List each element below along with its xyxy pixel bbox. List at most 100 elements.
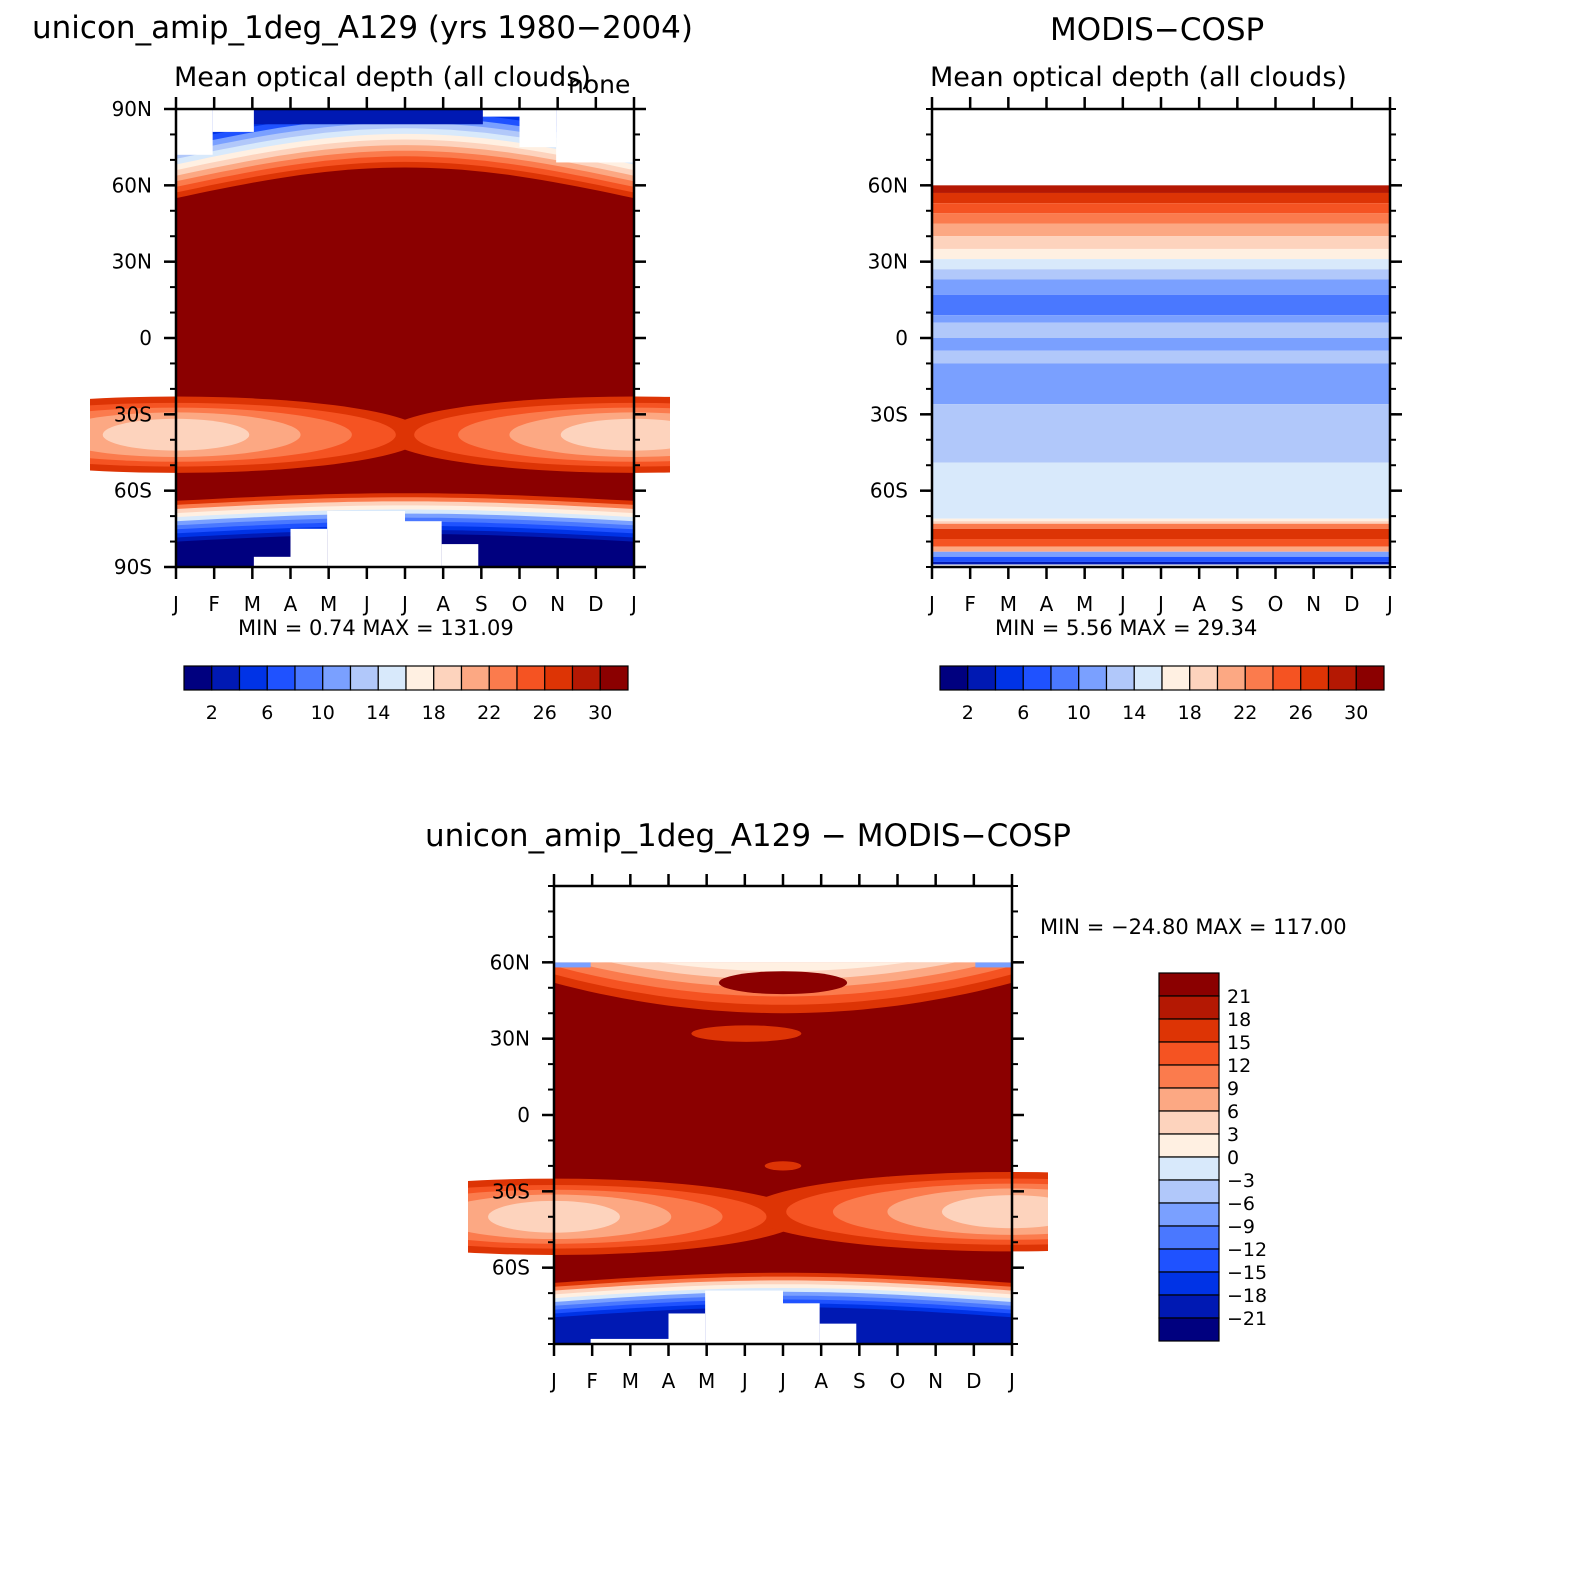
diff-colorbar-label: 12 bbox=[1227, 1055, 1251, 1077]
model-xtick-label: J bbox=[362, 592, 370, 616]
obs-colorbar-box bbox=[1105, 665, 1135, 691]
model-colorbar-box bbox=[349, 665, 379, 691]
diff-minmax-label: MIN = −24.80 MAX = 117.00 bbox=[1040, 915, 1347, 939]
model-north-missing bbox=[212, 109, 254, 132]
diff-colorbar-box bbox=[1158, 1248, 1220, 1273]
obs-colorbar-box bbox=[1244, 665, 1274, 691]
model-colorbar-label: 10 bbox=[311, 702, 335, 724]
model-north-missing bbox=[482, 109, 520, 117]
obs-lat-band bbox=[932, 203, 1390, 214]
diff-colorbar-box bbox=[1158, 1294, 1220, 1319]
obs-lat-band bbox=[932, 236, 1390, 249]
diff-colorbar-label: 9 bbox=[1227, 1078, 1239, 1100]
obs-lat-band bbox=[932, 561, 1390, 565]
diff-colorbar-label: −9 bbox=[1227, 1216, 1255, 1238]
obs-colorbar-box bbox=[939, 665, 969, 691]
model-minmax-label: MIN = 0.74 MAX = 131.09 bbox=[238, 616, 514, 640]
diff-colorbar-box bbox=[1158, 1041, 1220, 1066]
model-xtick-label: A bbox=[284, 592, 298, 616]
obs-panel-title: MODIS−COSP bbox=[1050, 12, 1265, 48]
diff-colorbar-box bbox=[1158, 995, 1220, 1020]
diff-colorbar-label: −15 bbox=[1227, 1262, 1267, 1284]
model-north-deep bbox=[253, 109, 483, 125]
obs-ytick-label: 0 bbox=[895, 326, 908, 350]
obs-lat-band bbox=[932, 259, 1390, 270]
obs-ytick-label: 30N bbox=[868, 250, 908, 274]
model-north-missing bbox=[176, 109, 213, 155]
obs-colorbar-label: 14 bbox=[1122, 702, 1146, 724]
model-north-missing bbox=[519, 109, 557, 148]
diff-xtick-label: S bbox=[853, 1369, 866, 1393]
obs-lat-band bbox=[932, 404, 1390, 463]
diff-colorbar-box bbox=[1158, 1317, 1220, 1342]
obs-colorbar-label: 18 bbox=[1178, 702, 1202, 724]
diff-ytick-label: 60N bbox=[490, 950, 530, 974]
model-ytick-label: 60S bbox=[114, 479, 152, 503]
model-colorbar-label: 30 bbox=[588, 702, 612, 724]
diff-south-missing bbox=[783, 1303, 820, 1344]
diff-colorbar-label: −3 bbox=[1227, 1170, 1255, 1192]
obs-lat-band bbox=[932, 213, 1390, 224]
model-colorbar-box bbox=[211, 665, 241, 691]
obs-colorbar-label: 22 bbox=[1233, 702, 1257, 724]
model-colorbar-box bbox=[544, 665, 574, 691]
obs-colorbar-label: 6 bbox=[1017, 702, 1029, 724]
model-ytick-label: 90N bbox=[112, 97, 152, 121]
diff-north-corner bbox=[975, 962, 1012, 968]
model-xtick-label: J bbox=[171, 592, 179, 616]
obs-lat-band bbox=[932, 518, 1390, 522]
model-xtick-label: M bbox=[320, 592, 337, 616]
obs-lat-band bbox=[932, 556, 1390, 562]
diff-colorbar-box bbox=[1158, 1018, 1220, 1043]
diff-ytick-label: 30S bbox=[492, 1179, 530, 1203]
model-colorbar-box bbox=[460, 665, 490, 691]
obs-colorbar-box bbox=[1272, 665, 1302, 691]
model-30s-lobe-right bbox=[560, 418, 670, 451]
obs-panel-subtitle: Mean optical depth (all clouds) bbox=[930, 62, 1347, 93]
obs-xtick-label: J bbox=[1385, 592, 1393, 616]
model-xtick-label: N bbox=[550, 592, 565, 616]
diff-colorbar-box bbox=[1158, 1064, 1220, 1089]
obs-colorbar-box bbox=[1133, 665, 1163, 691]
obs-colorbar-box bbox=[1300, 665, 1330, 691]
model-ytick-label: 30N bbox=[112, 250, 152, 274]
obs-ytick-label: 60N bbox=[868, 173, 908, 197]
model-south-missing bbox=[405, 521, 442, 567]
model-colorbar-box bbox=[433, 665, 463, 691]
model-colorbar-box bbox=[405, 665, 435, 691]
obs-xtick-label: M bbox=[1000, 592, 1017, 616]
diff-colorbar-box bbox=[1158, 1271, 1220, 1296]
model-field-background bbox=[176, 109, 634, 567]
model-colorbar-label: 22 bbox=[477, 702, 501, 724]
model-field bbox=[90, 109, 670, 567]
obs-xtick-label: F bbox=[964, 592, 976, 616]
diff-colorbar-box bbox=[1158, 972, 1220, 997]
model-xtick-label: F bbox=[208, 592, 220, 616]
model-xtick-label: M bbox=[244, 592, 261, 616]
diff-south-missing bbox=[819, 1323, 857, 1344]
diff-colorbar-label: −12 bbox=[1227, 1239, 1267, 1261]
model-panel-title: unicon_amip_1deg_A129 (yrs 1980−2004) bbox=[32, 10, 693, 46]
diff-south-missing bbox=[590, 1338, 669, 1344]
model-xtick-label: A bbox=[436, 592, 450, 616]
obs-xtick-label: J bbox=[1156, 592, 1164, 616]
diff-colorbar-box bbox=[1158, 1225, 1220, 1250]
diff-xtick-label: D bbox=[966, 1369, 981, 1393]
model-panel-subtitle: Mean optical depth (all clouds) bbox=[174, 62, 591, 93]
obs-lat-band bbox=[932, 551, 1390, 557]
diff-xtick-label: J bbox=[549, 1369, 557, 1393]
diff-colorbar-box bbox=[1158, 1087, 1220, 1112]
obs-lat-band bbox=[932, 521, 1390, 524]
diff-colorbar-label: 15 bbox=[1227, 1032, 1251, 1054]
model-xtick-label: O bbox=[512, 592, 528, 616]
diff-panel-title: unicon_amip_1deg_A129 − MODIS−COSP bbox=[425, 818, 1071, 854]
obs-field bbox=[932, 185, 1390, 565]
diff-north-corner bbox=[554, 962, 591, 968]
model-colorbar-label: 18 bbox=[422, 702, 446, 724]
diff-colorbar-label: 3 bbox=[1227, 1124, 1239, 1146]
obs-lat-band bbox=[932, 269, 1390, 280]
obs-lat-band bbox=[932, 192, 1390, 204]
